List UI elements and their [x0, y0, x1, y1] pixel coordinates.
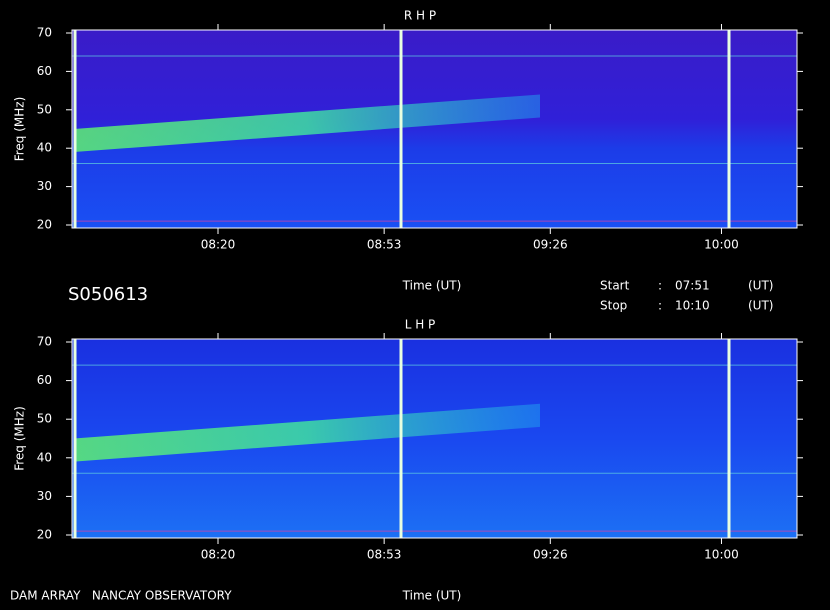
- x-tick-label: 09:26: [533, 548, 568, 562]
- stop-label: Stop: [600, 299, 627, 313]
- y-tick-label: 20: [37, 218, 52, 232]
- y-tick-label: 50: [37, 412, 52, 426]
- panel-title: R H P: [404, 9, 436, 23]
- y-axis-label: Freq (MHz): [13, 97, 27, 162]
- y-tick-label: 30: [37, 489, 52, 503]
- y-tick-label: 60: [37, 64, 52, 78]
- start-time: 07:51: [675, 279, 710, 293]
- x-tick-label: 10:00: [704, 548, 739, 562]
- stop-time: 10:10: [675, 299, 710, 313]
- x-tick-label: 10:00: [704, 238, 739, 252]
- start-unit: (UT): [748, 279, 773, 293]
- y-tick-label: 20: [37, 528, 52, 542]
- y-tick-label: 70: [37, 335, 52, 349]
- panel-title: L H P: [405, 318, 436, 332]
- x-axis-label: Time (UT): [402, 589, 462, 603]
- x-axis-label: Time (UT): [402, 279, 462, 293]
- x-tick-label: 08:20: [201, 548, 236, 562]
- plot-frame: [71, 29, 798, 229]
- footer: DAM ARRAY NANCAY OBSERVATORY: [10, 589, 232, 603]
- separator: :: [658, 279, 662, 293]
- separator: :: [658, 299, 662, 313]
- y-tick-label: 50: [37, 102, 52, 116]
- start-label: Start: [600, 279, 630, 293]
- y-tick-label: 60: [37, 373, 52, 387]
- x-tick-label: 08:53: [367, 238, 402, 252]
- x-tick-label: 09:26: [533, 238, 568, 252]
- burst-band: [74, 94, 540, 153]
- x-tick-label: 08:20: [201, 238, 236, 252]
- plot-frame: [71, 338, 798, 539]
- stop-unit: (UT): [748, 299, 773, 313]
- y-tick-label: 70: [37, 26, 52, 40]
- y-tick-label: 30: [37, 179, 52, 193]
- observation-id: S050613: [68, 284, 148, 305]
- y-axis-label: Freq (MHz): [13, 406, 27, 471]
- y-tick-label: 40: [37, 450, 52, 464]
- x-tick-label: 08:53: [367, 548, 402, 562]
- y-tick-label: 40: [37, 141, 52, 155]
- burst-band: [74, 403, 540, 462]
